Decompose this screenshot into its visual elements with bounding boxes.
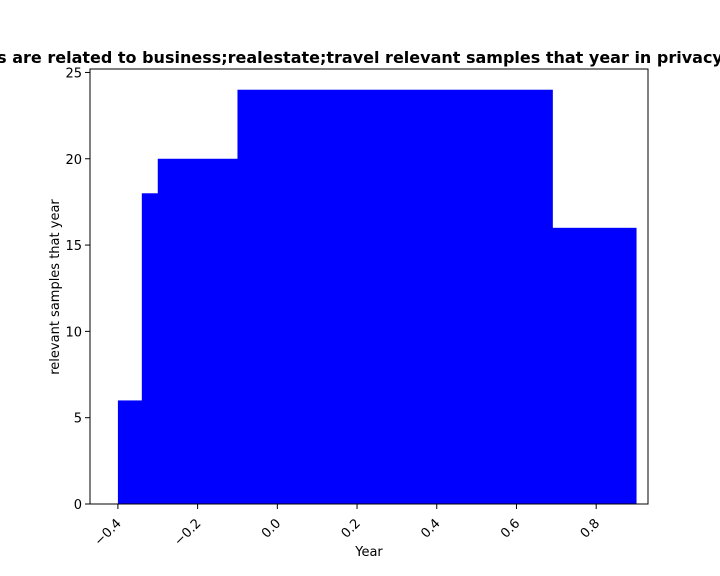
x-tick-label: −0.4	[92, 516, 125, 549]
x-tick-label: 0.8	[578, 516, 603, 541]
y-tick-label: 5	[74, 412, 82, 427]
x-tick-label: 0.4	[418, 516, 443, 541]
bar-1	[141, 193, 159, 505]
x-tick-label: −0.2	[172, 516, 205, 549]
y-tick-label: 15	[65, 239, 82, 254]
y-axis: 0 5 10 15 20 25	[65, 66, 90, 513]
x-axis: −0.4 −0.2 0.0 0.2 0.4 0.6 0.8	[92, 504, 603, 549]
bar-2	[157, 158, 238, 504]
x-tick-label: 0.2	[339, 516, 364, 541]
plot-frame	[89, 68, 649, 505]
bar-0	[117, 400, 143, 504]
y-tick-label: 0	[74, 498, 82, 513]
bar-3	[237, 89, 553, 504]
bars-layer	[117, 89, 637, 505]
y-tick-label: 25	[65, 66, 82, 81]
y-axis-label: relevant samples that year	[48, 199, 63, 375]
bar-4	[552, 227, 637, 505]
chart-title: s are related to business;realestate;tra…	[0, 48, 720, 67]
y-tick-label: 20	[65, 153, 82, 168]
x-tick-label: 0.0	[259, 516, 284, 541]
x-axis-label: Year	[354, 545, 383, 560]
y-tick-label: 10	[65, 325, 82, 340]
x-tick-label: 0.6	[498, 516, 523, 541]
